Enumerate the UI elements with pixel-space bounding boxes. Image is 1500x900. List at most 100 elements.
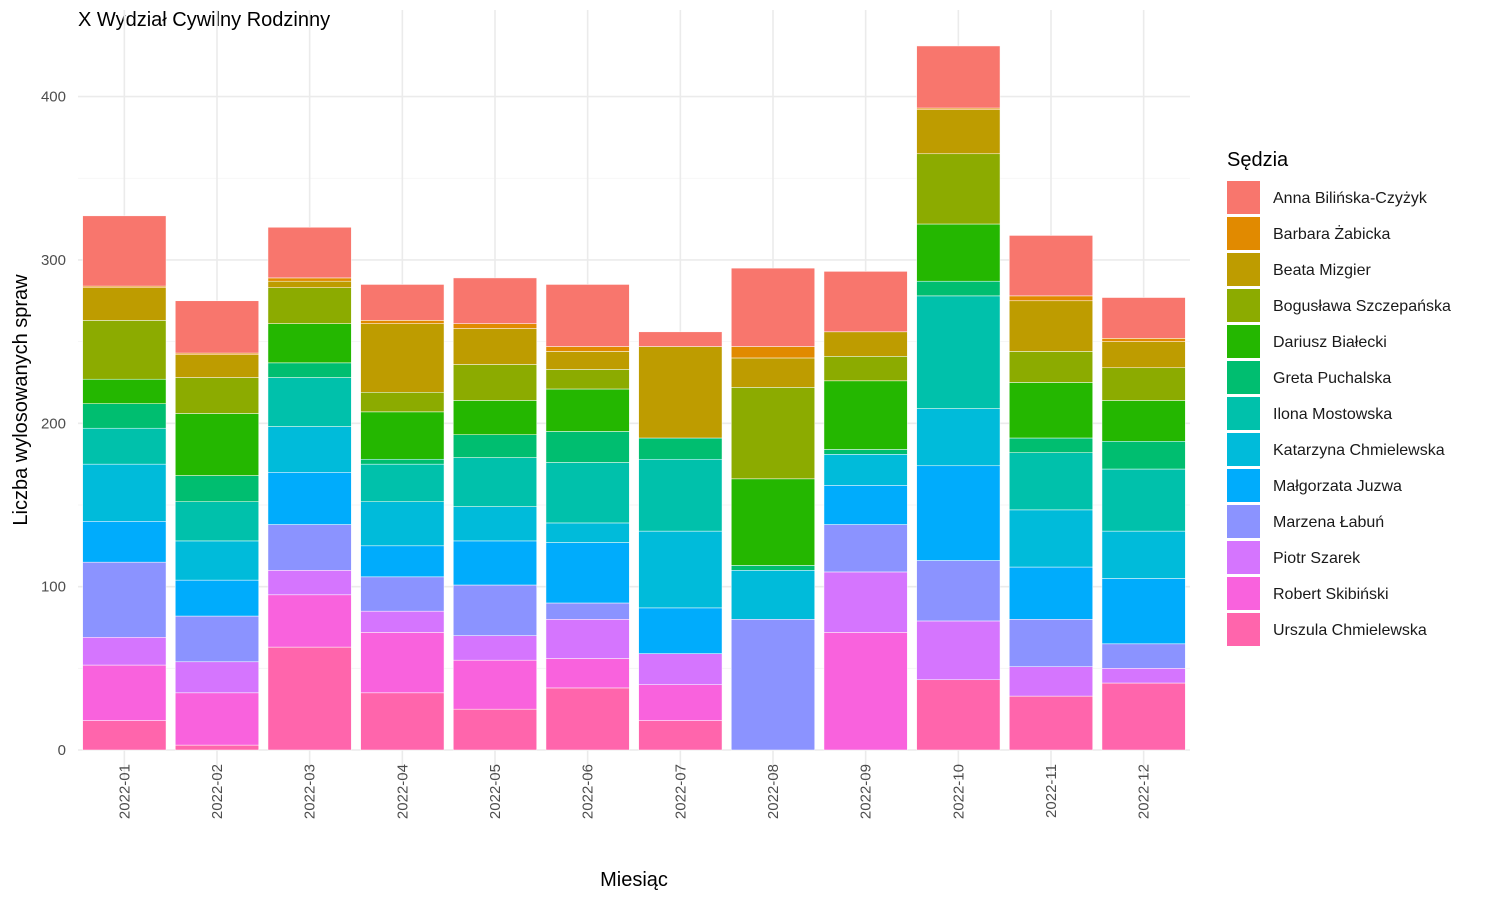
bar-segment — [731, 387, 815, 480]
bar-segment — [267, 277, 352, 282]
bar-segment — [1101, 367, 1186, 401]
y-tick-label: 400 — [41, 89, 66, 106]
legend-label: Małgorzata Juzwa — [1273, 478, 1402, 495]
bar-segment — [916, 45, 1001, 109]
bar-segment — [916, 408, 1001, 467]
legend-label: Piotr Szarek — [1273, 550, 1361, 567]
bar-segment — [916, 560, 1001, 622]
bar-segment — [731, 346, 815, 359]
bar-segment — [453, 277, 537, 324]
bar-segment — [916, 280, 1001, 297]
bar-segment — [545, 351, 630, 370]
bar-segment — [1009, 437, 1093, 453]
legend-swatch — [1227, 217, 1260, 250]
bar-segment — [1101, 643, 1186, 669]
bar-segment — [823, 449, 908, 455]
bar-segment — [175, 744, 259, 751]
bar-segment — [823, 454, 908, 486]
bar-segment — [731, 478, 815, 566]
bar-segment — [1101, 297, 1186, 339]
bar-segment — [82, 215, 167, 287]
bar-segment — [731, 267, 815, 347]
bar-segment — [638, 346, 723, 439]
bar-segment — [453, 434, 537, 458]
legend-label: Urszula Chmielewska — [1273, 622, 1427, 639]
bar-segment — [1009, 695, 1093, 751]
bars — [82, 45, 1186, 751]
bar-segment — [638, 653, 723, 685]
bar-segment — [823, 485, 908, 525]
x-tick-label: 2022-02 — [209, 764, 226, 819]
bar-segment — [1009, 300, 1093, 352]
bar-segment — [1009, 666, 1093, 697]
bar-segment — [267, 426, 352, 473]
bar-segment — [453, 635, 537, 661]
legend-label: Marzena Łabuń — [1273, 514, 1384, 531]
legend-swatch — [1227, 181, 1260, 214]
bar-segment — [1101, 441, 1186, 470]
x-tick-label: 2022-11 — [1043, 764, 1060, 818]
legend-label: Barbara Żabicka — [1273, 224, 1390, 243]
y-axis-ticks: 0 100 200 300 400 — [41, 89, 66, 759]
legend-swatch — [1227, 613, 1260, 646]
bar-segment — [360, 692, 445, 751]
bar-segment — [638, 458, 723, 532]
legend: Sędzia Anna Bilińska-Czyżyk Barbara Żabic… — [1227, 149, 1451, 646]
bar-segment — [731, 619, 815, 751]
legend-swatch — [1227, 541, 1260, 574]
bar-segment — [360, 610, 445, 633]
bar-segment — [175, 692, 259, 746]
x-tick-label: 2022-09 — [858, 764, 875, 819]
bar-segment — [638, 607, 723, 654]
bar-segment — [1009, 566, 1093, 620]
bar-segment — [1101, 338, 1186, 342]
bar-segment — [267, 594, 352, 648]
bar-segment — [545, 687, 630, 751]
bar-segment — [1101, 668, 1186, 684]
bar-segment — [82, 320, 167, 380]
bar-segment — [175, 475, 259, 502]
x-tick-label: 2022-03 — [302, 764, 319, 819]
bar-segment — [1009, 452, 1093, 511]
legend-swatch — [1227, 505, 1260, 538]
bar-segment — [82, 561, 167, 638]
bar-segment — [545, 462, 630, 524]
bar-segment — [360, 632, 445, 694]
bar-segment — [360, 501, 445, 547]
legend-label: Bogusława Szczepańska — [1273, 298, 1451, 315]
bar-segment — [545, 431, 630, 463]
bar-segment — [360, 284, 445, 321]
bar-segment — [82, 664, 167, 721]
bar-segment — [916, 153, 1001, 225]
legend-label: Anna Bilińska-Czyżyk — [1273, 190, 1428, 207]
y-tick-label: 200 — [41, 415, 66, 432]
bar-segment — [82, 463, 167, 522]
bar-segment — [175, 661, 259, 694]
bar-segment — [453, 584, 537, 636]
bar-segment — [453, 540, 537, 586]
bar-segment — [267, 287, 352, 324]
bar-segment — [1101, 530, 1186, 579]
bar-segment — [360, 320, 445, 324]
x-tick-label: 2022-08 — [765, 764, 782, 819]
bar-segment — [175, 413, 259, 476]
bar-segment — [916, 223, 1001, 282]
bar-segment — [82, 637, 167, 666]
bar-segment — [1101, 400, 1186, 442]
bar-segment — [360, 392, 445, 413]
bar-segment — [82, 720, 167, 751]
legend-swatch — [1227, 433, 1260, 466]
bar-segment — [823, 524, 908, 573]
legend-title: Sędzia — [1227, 149, 1289, 171]
legend-swatch — [1227, 577, 1260, 610]
x-axis-ticks: 2022-01 2022-02 2022-03 2022-04 2022-05 2022-… — [116, 764, 1152, 819]
bar-segment — [1009, 235, 1093, 297]
x-tick-label: 2022-05 — [487, 764, 504, 819]
x-tick-label: 2022-12 — [1136, 764, 1153, 819]
legend-swatch — [1227, 289, 1260, 322]
bar-segment — [453, 400, 537, 435]
bar-segment — [175, 300, 259, 354]
bar-segment — [175, 615, 259, 663]
bar-segment — [545, 369, 630, 390]
